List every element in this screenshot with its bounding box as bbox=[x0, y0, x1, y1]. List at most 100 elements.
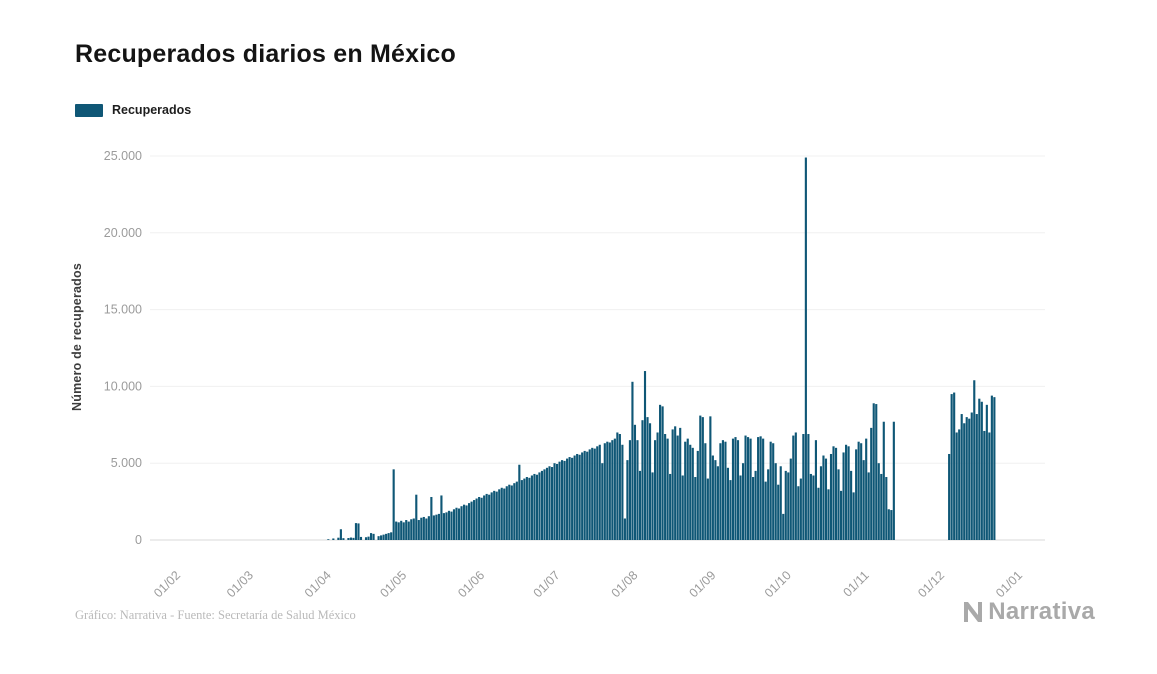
bar bbox=[568, 457, 571, 540]
x-tick-label: 01/07 bbox=[531, 568, 563, 600]
bar bbox=[990, 395, 993, 540]
bar bbox=[347, 538, 350, 540]
bar bbox=[445, 512, 448, 540]
bar bbox=[447, 510, 451, 540]
bar bbox=[440, 495, 443, 540]
bar bbox=[490, 492, 493, 540]
bar bbox=[437, 513, 440, 540]
bar bbox=[626, 460, 629, 540]
bar bbox=[561, 460, 564, 540]
legend-swatch bbox=[75, 103, 103, 117]
bar bbox=[822, 455, 825, 540]
bar bbox=[882, 421, 885, 540]
y-tick-label: 0 bbox=[135, 533, 142, 547]
bar bbox=[571, 457, 574, 540]
bar bbox=[618, 434, 621, 540]
bar bbox=[669, 473, 672, 540]
bar bbox=[772, 443, 775, 540]
bar bbox=[460, 506, 463, 540]
bar bbox=[485, 493, 488, 540]
bar bbox=[563, 460, 566, 540]
bar bbox=[628, 440, 631, 540]
bar bbox=[865, 438, 868, 540]
bar bbox=[535, 474, 539, 540]
bar bbox=[754, 470, 757, 540]
bar bbox=[724, 441, 727, 540]
legend-item-recuperados[interactable]: Recuperados bbox=[75, 103, 191, 117]
bar bbox=[983, 430, 986, 540]
x-tick-label: 01/05 bbox=[377, 568, 409, 600]
bar bbox=[581, 452, 584, 540]
bar bbox=[653, 440, 657, 540]
bar bbox=[407, 521, 410, 540]
bar bbox=[623, 518, 626, 540]
bar bbox=[789, 458, 792, 540]
bar bbox=[850, 470, 853, 540]
bar bbox=[739, 475, 742, 540]
bar bbox=[837, 469, 840, 540]
x-tick-label: 01/10 bbox=[762, 568, 794, 600]
bar bbox=[515, 481, 518, 540]
bar bbox=[887, 509, 890, 540]
bar bbox=[711, 455, 714, 540]
bar bbox=[475, 498, 478, 540]
bar bbox=[729, 480, 732, 540]
bar bbox=[442, 513, 446, 540]
bar bbox=[473, 500, 476, 540]
bar bbox=[525, 477, 528, 540]
bar bbox=[714, 460, 717, 540]
bar bbox=[387, 533, 390, 540]
bar bbox=[704, 443, 707, 540]
bar bbox=[392, 469, 395, 540]
bar bbox=[970, 412, 973, 540]
bar bbox=[633, 424, 637, 540]
bar bbox=[973, 380, 976, 540]
bar bbox=[359, 536, 363, 540]
bar bbox=[412, 518, 415, 540]
bar bbox=[470, 501, 473, 540]
x-tick-label: 01/11 bbox=[840, 568, 871, 599]
bar bbox=[538, 472, 541, 540]
bar bbox=[872, 403, 875, 540]
source-credit: Gráfico: Narrativa - Fuente: Secretaría … bbox=[75, 608, 356, 622]
bar bbox=[958, 429, 961, 540]
bar bbox=[591, 447, 594, 540]
y-tick-label: 15.000 bbox=[104, 303, 142, 317]
bar bbox=[799, 478, 802, 540]
bar bbox=[855, 449, 858, 540]
bar bbox=[505, 486, 508, 540]
bar bbox=[380, 535, 383, 540]
bar bbox=[510, 485, 513, 540]
bar bbox=[367, 536, 370, 540]
bar bbox=[779, 466, 782, 540]
bar bbox=[553, 463, 556, 540]
bar bbox=[716, 466, 719, 540]
bar bbox=[651, 472, 654, 540]
bar bbox=[503, 488, 506, 540]
bar bbox=[583, 450, 586, 540]
bar bbox=[550, 467, 554, 540]
bar bbox=[769, 441, 772, 540]
bar bbox=[656, 432, 659, 540]
bar bbox=[528, 477, 531, 540]
bar bbox=[586, 451, 589, 540]
x-tick-label: 01/08 bbox=[609, 568, 641, 600]
bar bbox=[468, 503, 471, 540]
bar bbox=[543, 469, 546, 540]
bar bbox=[681, 475, 684, 540]
bar bbox=[465, 505, 468, 540]
bar bbox=[679, 427, 682, 540]
bar bbox=[824, 458, 828, 540]
narrativa-logo-text: Narrativa bbox=[988, 598, 1095, 625]
bar bbox=[372, 533, 375, 540]
bar bbox=[980, 401, 983, 540]
bar bbox=[963, 423, 966, 540]
bar bbox=[573, 455, 576, 540]
bar bbox=[621, 444, 624, 540]
bar bbox=[819, 466, 823, 540]
bar bbox=[777, 484, 780, 540]
bar bbox=[646, 417, 649, 540]
bar bbox=[349, 537, 353, 540]
bar bbox=[478, 496, 481, 540]
bar bbox=[762, 438, 765, 540]
